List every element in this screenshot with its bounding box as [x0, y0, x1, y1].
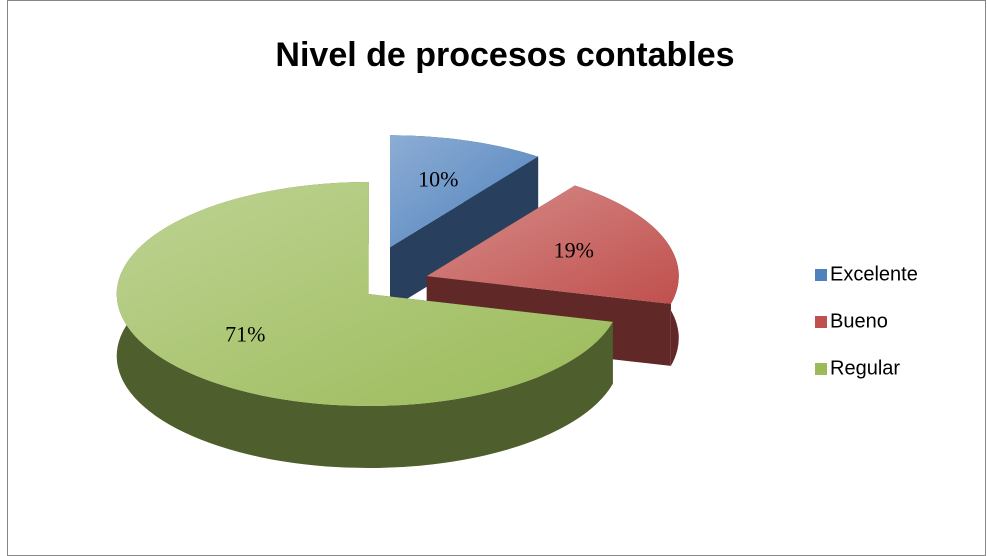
legend-swatch: [815, 316, 827, 328]
legend: Excelente Bueno Regular: [815, 263, 918, 379]
pie: 10% 19% 71%: [116, 135, 679, 469]
slice: 71%: [116, 182, 613, 469]
chart-title: Nivel de procesos contables: [275, 36, 734, 74]
legend-text: Excelente: [830, 263, 918, 285]
data-label: 71%: [225, 322, 265, 347]
data-label: 10%: [418, 166, 458, 191]
slice-highlight: [389, 135, 539, 248]
legend-text: Bueno: [830, 310, 888, 332]
slice: 10%: [389, 135, 539, 310]
legend-swatch: [815, 269, 827, 281]
legend-text: Regular: [830, 357, 900, 379]
slice-highlight: [116, 182, 613, 407]
slice-highlight: [426, 185, 679, 304]
legend-swatch: [815, 363, 827, 375]
data-label: 19%: [554, 238, 594, 263]
